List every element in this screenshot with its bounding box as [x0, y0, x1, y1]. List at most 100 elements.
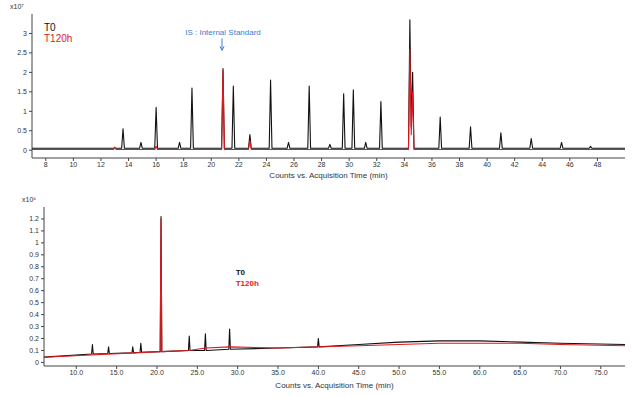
- x-tick-label: 50.0: [392, 369, 406, 376]
- legend: T0T120h: [44, 22, 72, 44]
- y-tick: [29, 130, 32, 131]
- y-tick: [29, 52, 32, 53]
- y-tick-label: 2: [23, 69, 27, 76]
- plot-area: [32, 20, 625, 150]
- legend: T0 T120h: [236, 268, 259, 288]
- series-line: [44, 219, 625, 358]
- y-tick: [41, 362, 44, 363]
- x-tick-label: 12: [97, 161, 105, 168]
- y-axis-label: x10⁶: [22, 196, 36, 203]
- y-tick-label: 0.7: [29, 275, 39, 282]
- x-tick-label: 10: [69, 161, 77, 168]
- y-tick-label: 1: [23, 108, 27, 115]
- x-tick-label: 25.0: [191, 369, 205, 376]
- y-tick: [29, 91, 32, 92]
- series-line: [44, 217, 625, 358]
- x-tick-label: 34: [400, 161, 408, 168]
- y-tick: [29, 33, 32, 34]
- x-tick-label: 44: [538, 161, 546, 168]
- x-tick-label: 28: [318, 161, 326, 168]
- x-tick-label: 10.0: [69, 369, 83, 376]
- y-tick: [41, 242, 44, 243]
- y-tick-label: 0.6: [29, 287, 39, 294]
- y-tick-label: 3: [23, 30, 27, 37]
- x-tick-label: 36: [428, 161, 436, 168]
- series-line: [32, 20, 625, 148]
- x-axis: [32, 158, 625, 159]
- figure: 00.511.522.53810121416182022242628303234…: [0, 0, 633, 396]
- x-tick-label: 30: [345, 161, 353, 168]
- y-tick-label: 0.9: [29, 251, 39, 258]
- y-tick-label: 0.8: [29, 263, 39, 270]
- y-tick: [41, 218, 44, 219]
- y-tick-label: 2.5: [17, 49, 27, 56]
- x-tick-label: 38: [456, 161, 464, 168]
- x-axis: [44, 366, 625, 367]
- y-axis: [32, 14, 33, 158]
- y-tick: [41, 326, 44, 327]
- x-tick-label: 16: [152, 161, 160, 168]
- legend-entry: T0: [236, 268, 246, 277]
- annotation: IS : Internal Standard: [185, 28, 261, 37]
- x-tick-label: 48: [594, 161, 602, 168]
- y-tick: [41, 230, 44, 231]
- annotation-arrowhead: [220, 46, 224, 50]
- legend-entry: T120h: [236, 279, 259, 288]
- y-tick-label: 1.2: [29, 215, 39, 222]
- y-tick-label: 0.3: [29, 323, 39, 330]
- y-tick: [41, 278, 44, 279]
- y-tick-label: 0.5: [29, 299, 39, 306]
- chart: 0 0.1 0.2 0.3 0.4 0.5 0.6 0.7 0.8 0.9 1 1.1 1.2 10.0 1…: [22, 196, 625, 390]
- x-tick-label: 24: [263, 161, 271, 168]
- x-tick-label: 55.0: [433, 369, 447, 376]
- x-tick-label: 30.0: [231, 369, 245, 376]
- x-tick-label: 20.0: [150, 369, 164, 376]
- y-axis-label: x10⁷: [10, 3, 24, 10]
- x-axis-label: Counts vs. Acquisition Time (min): [269, 171, 388, 180]
- x-tick-label: 42: [511, 161, 519, 168]
- y-tick-label: 1.1: [29, 227, 39, 234]
- annotation-arrow: [222, 38, 223, 49]
- y-tick-label: 0.1: [29, 347, 39, 354]
- x-tick-label: 70.0: [554, 369, 568, 376]
- y-tick-label: 0.5: [17, 127, 27, 134]
- y-tick: [29, 111, 32, 112]
- x-tick-label: 46: [566, 161, 574, 168]
- chart: 00.511.522.53810121416182022242628303234…: [10, 3, 625, 180]
- x-tick-label: 35.0: [271, 369, 285, 376]
- x-tick-label: 75.0: [594, 369, 608, 376]
- y-tick: [41, 314, 44, 315]
- x-tick-label: 8: [44, 161, 48, 168]
- x-axis-label: Counts vs. Acquisition Time (min): [275, 381, 394, 390]
- x-tick-label: 40.0: [312, 369, 326, 376]
- y-tick-label: 1: [35, 239, 39, 246]
- x-tick-label: 40: [483, 161, 491, 168]
- x-tick-label: 45.0: [352, 369, 366, 376]
- x-tick-label: 20: [207, 161, 215, 168]
- y-tick-label: 1.5: [17, 88, 27, 95]
- x-tick-label: 22: [235, 161, 243, 168]
- y-tick-label: 0.2: [29, 335, 39, 342]
- y-tick: [29, 150, 32, 151]
- y-tick: [41, 290, 44, 291]
- y-tick-label: 0.4: [29, 311, 39, 318]
- x-tick-label: 18: [180, 161, 188, 168]
- y-tick: [41, 338, 44, 339]
- x-tick-label: 14: [125, 161, 133, 168]
- x-tick-label: 60.0: [473, 369, 487, 376]
- plot-area: [44, 217, 625, 358]
- x-tick-label: 26: [290, 161, 298, 168]
- y-tick: [41, 254, 44, 255]
- y-tick-label: 0: [23, 147, 27, 154]
- x-tick-label: 65.0: [513, 369, 527, 376]
- x-tick-label: 32: [373, 161, 381, 168]
- y-tick-label: 0: [35, 359, 39, 366]
- legend-entry: T120h: [44, 33, 72, 44]
- y-tick: [41, 302, 44, 303]
- x-tick-label: 15.0: [110, 369, 124, 376]
- y-tick: [41, 350, 44, 351]
- y-tick: [41, 266, 44, 267]
- legend-entry: T0: [44, 22, 56, 33]
- y-tick: [29, 72, 32, 73]
- series-line: [32, 49, 625, 149]
